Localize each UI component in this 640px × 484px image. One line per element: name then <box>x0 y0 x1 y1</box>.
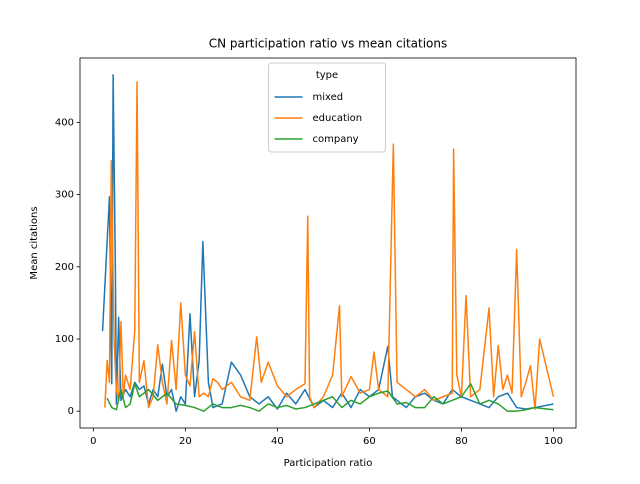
line-series <box>106 383 554 412</box>
x-tick-label: 20 <box>179 436 192 447</box>
x-tick-label: 0 <box>90 436 96 447</box>
y-tick-label: 200 <box>55 262 74 273</box>
y-tick-label: 100 <box>55 334 74 345</box>
y-tick-label: 400 <box>55 117 74 128</box>
y-axis-label: Mean citations <box>29 206 40 279</box>
x-tick-label: 80 <box>455 436 468 447</box>
legend-label: company <box>313 134 359 145</box>
legend-label: mixed <box>313 92 344 103</box>
legend-title: type <box>316 70 338 81</box>
x-tick-label: 60 <box>363 436 376 447</box>
x-tick-label: 100 <box>544 436 563 447</box>
x-tick-label: 40 <box>271 436 284 447</box>
x-axis-label: Participation ratio <box>284 458 373 469</box>
legend-label: education <box>313 113 363 124</box>
chart-title: CN participation ratio vs mean citations <box>209 37 448 51</box>
y-tick-label: 0 <box>68 406 74 417</box>
plot-frame <box>79 57 577 429</box>
line-series <box>101 74 554 412</box>
legend-box <box>268 62 386 153</box>
y-tick-label: 300 <box>55 190 74 201</box>
